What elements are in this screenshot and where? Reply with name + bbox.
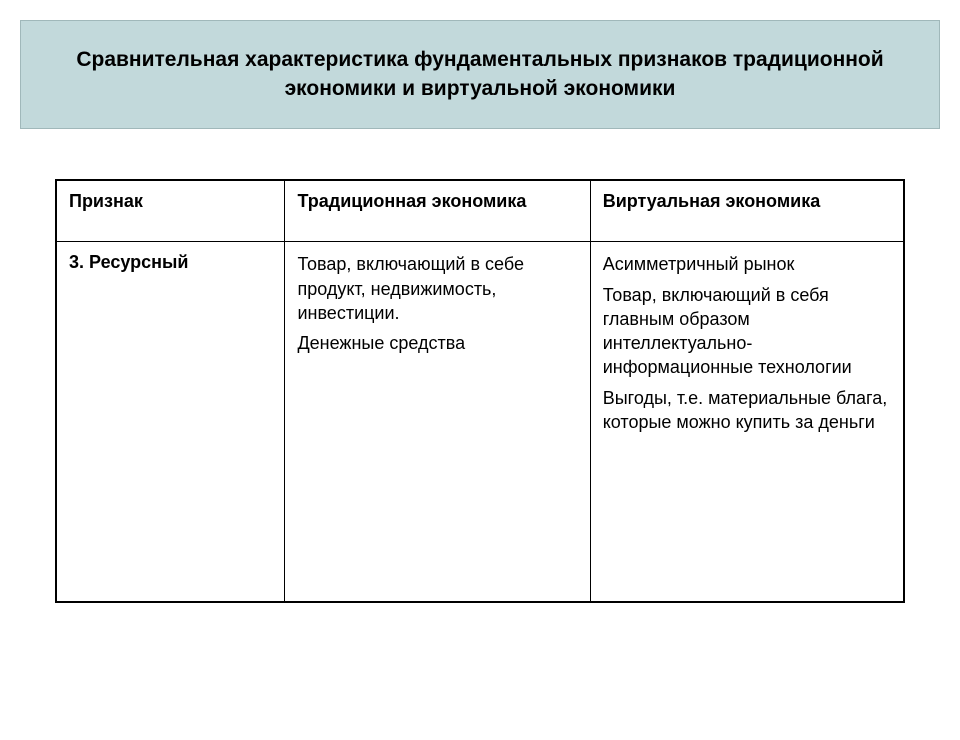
comparison-table-container: Признак Традиционная экономика Виртуальн…: [55, 179, 905, 603]
column-header-feature: Признак: [56, 180, 285, 242]
cell-feature: 3. Ресурсный: [56, 242, 285, 602]
comparison-table: Признак Традиционная экономика Виртуальн…: [55, 179, 905, 603]
cell-paragraph: Асимметричный рынок: [603, 252, 891, 276]
title-box: Сравнительная характеристика фундаментал…: [20, 20, 940, 129]
cell-paragraph: Товар, включающий в себя главным образом…: [603, 283, 891, 380]
cell-paragraph: Выгоды, т.е. материальные блага, которые…: [603, 386, 891, 435]
cell-paragraph: Товар, включающий в себе продукт, недвиж…: [297, 252, 577, 325]
cell-virtual: Асимметричный рынок Товар, включающий в …: [590, 242, 904, 602]
column-header-traditional: Традиционная экономика: [285, 180, 590, 242]
cell-traditional: Товар, включающий в себе продукт, недвиж…: [285, 242, 590, 602]
column-header-virtual: Виртуальная экономика: [590, 180, 904, 242]
table-header-row: Признак Традиционная экономика Виртуальн…: [56, 180, 904, 242]
table-row: 3. Ресурсный Товар, включающий в себе пр…: [56, 242, 904, 602]
page-title: Сравнительная характеристика фундаментал…: [61, 45, 899, 104]
cell-paragraph: Денежные средства: [297, 331, 577, 355]
